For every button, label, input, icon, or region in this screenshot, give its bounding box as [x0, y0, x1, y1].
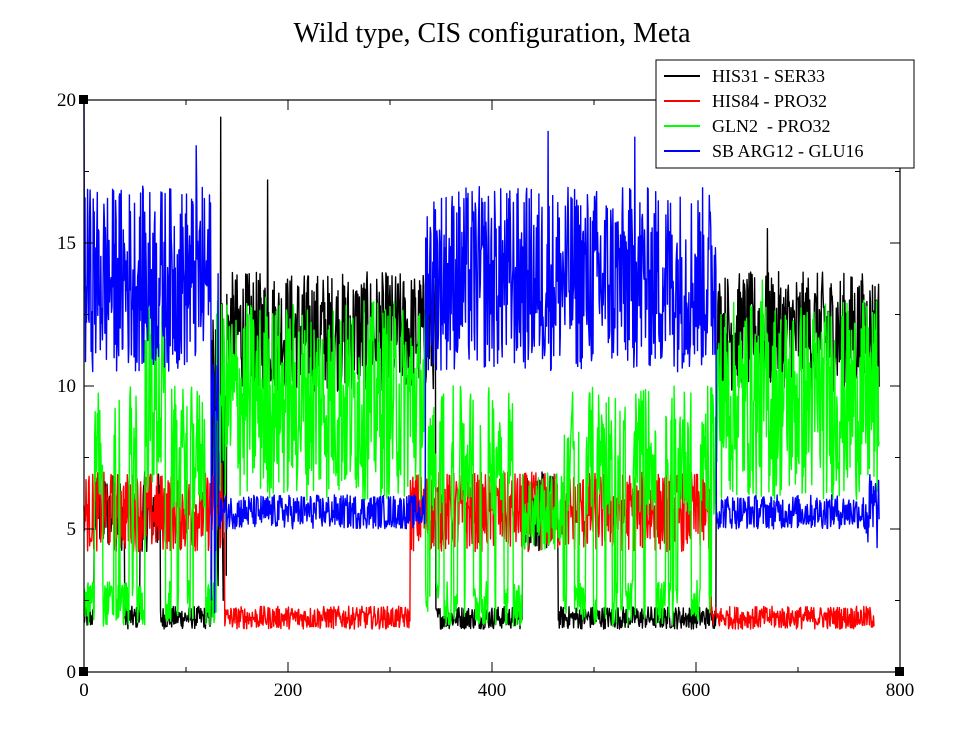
x-tick-label: 800 — [886, 680, 915, 701]
corner-marker-top-left — [79, 95, 88, 104]
series-line-gln2-pro32 — [83, 279, 880, 627]
legend-label: HIS84 - PRO32 — [712, 91, 827, 111]
corner-marker-bottom-left — [79, 667, 88, 676]
x-tick-label: 600 — [682, 680, 711, 701]
legend-label: HIS31 - SER33 — [712, 66, 825, 86]
series-line-sb-arg12-glu16 — [83, 99, 880, 614]
corner-marker-bottom-right — [895, 667, 904, 676]
x-tick-label: 200 — [274, 680, 303, 701]
legend: HIS31 - SER33 HIS84 - PRO32 GLN2 - PRO32 SB… — [655, 59, 915, 169]
y-tick-label: 20 — [57, 90, 76, 111]
y-tick-label: 0 — [67, 662, 77, 683]
x-tick-label: 400 — [478, 680, 507, 701]
legend-label: SB ARG12 - GLU16 — [712, 141, 864, 161]
legend-label: GLN2 - PRO32 — [712, 116, 831, 136]
y-tick-label: 10 — [57, 376, 76, 397]
y-tick-label: 5 — [67, 519, 77, 540]
chart-title: Wild type, CIS configuration, Meta — [293, 18, 691, 49]
x-tick-label: 0 — [79, 680, 89, 701]
y-tick-label: 15 — [57, 233, 76, 254]
series-layer — [83, 99, 880, 630]
